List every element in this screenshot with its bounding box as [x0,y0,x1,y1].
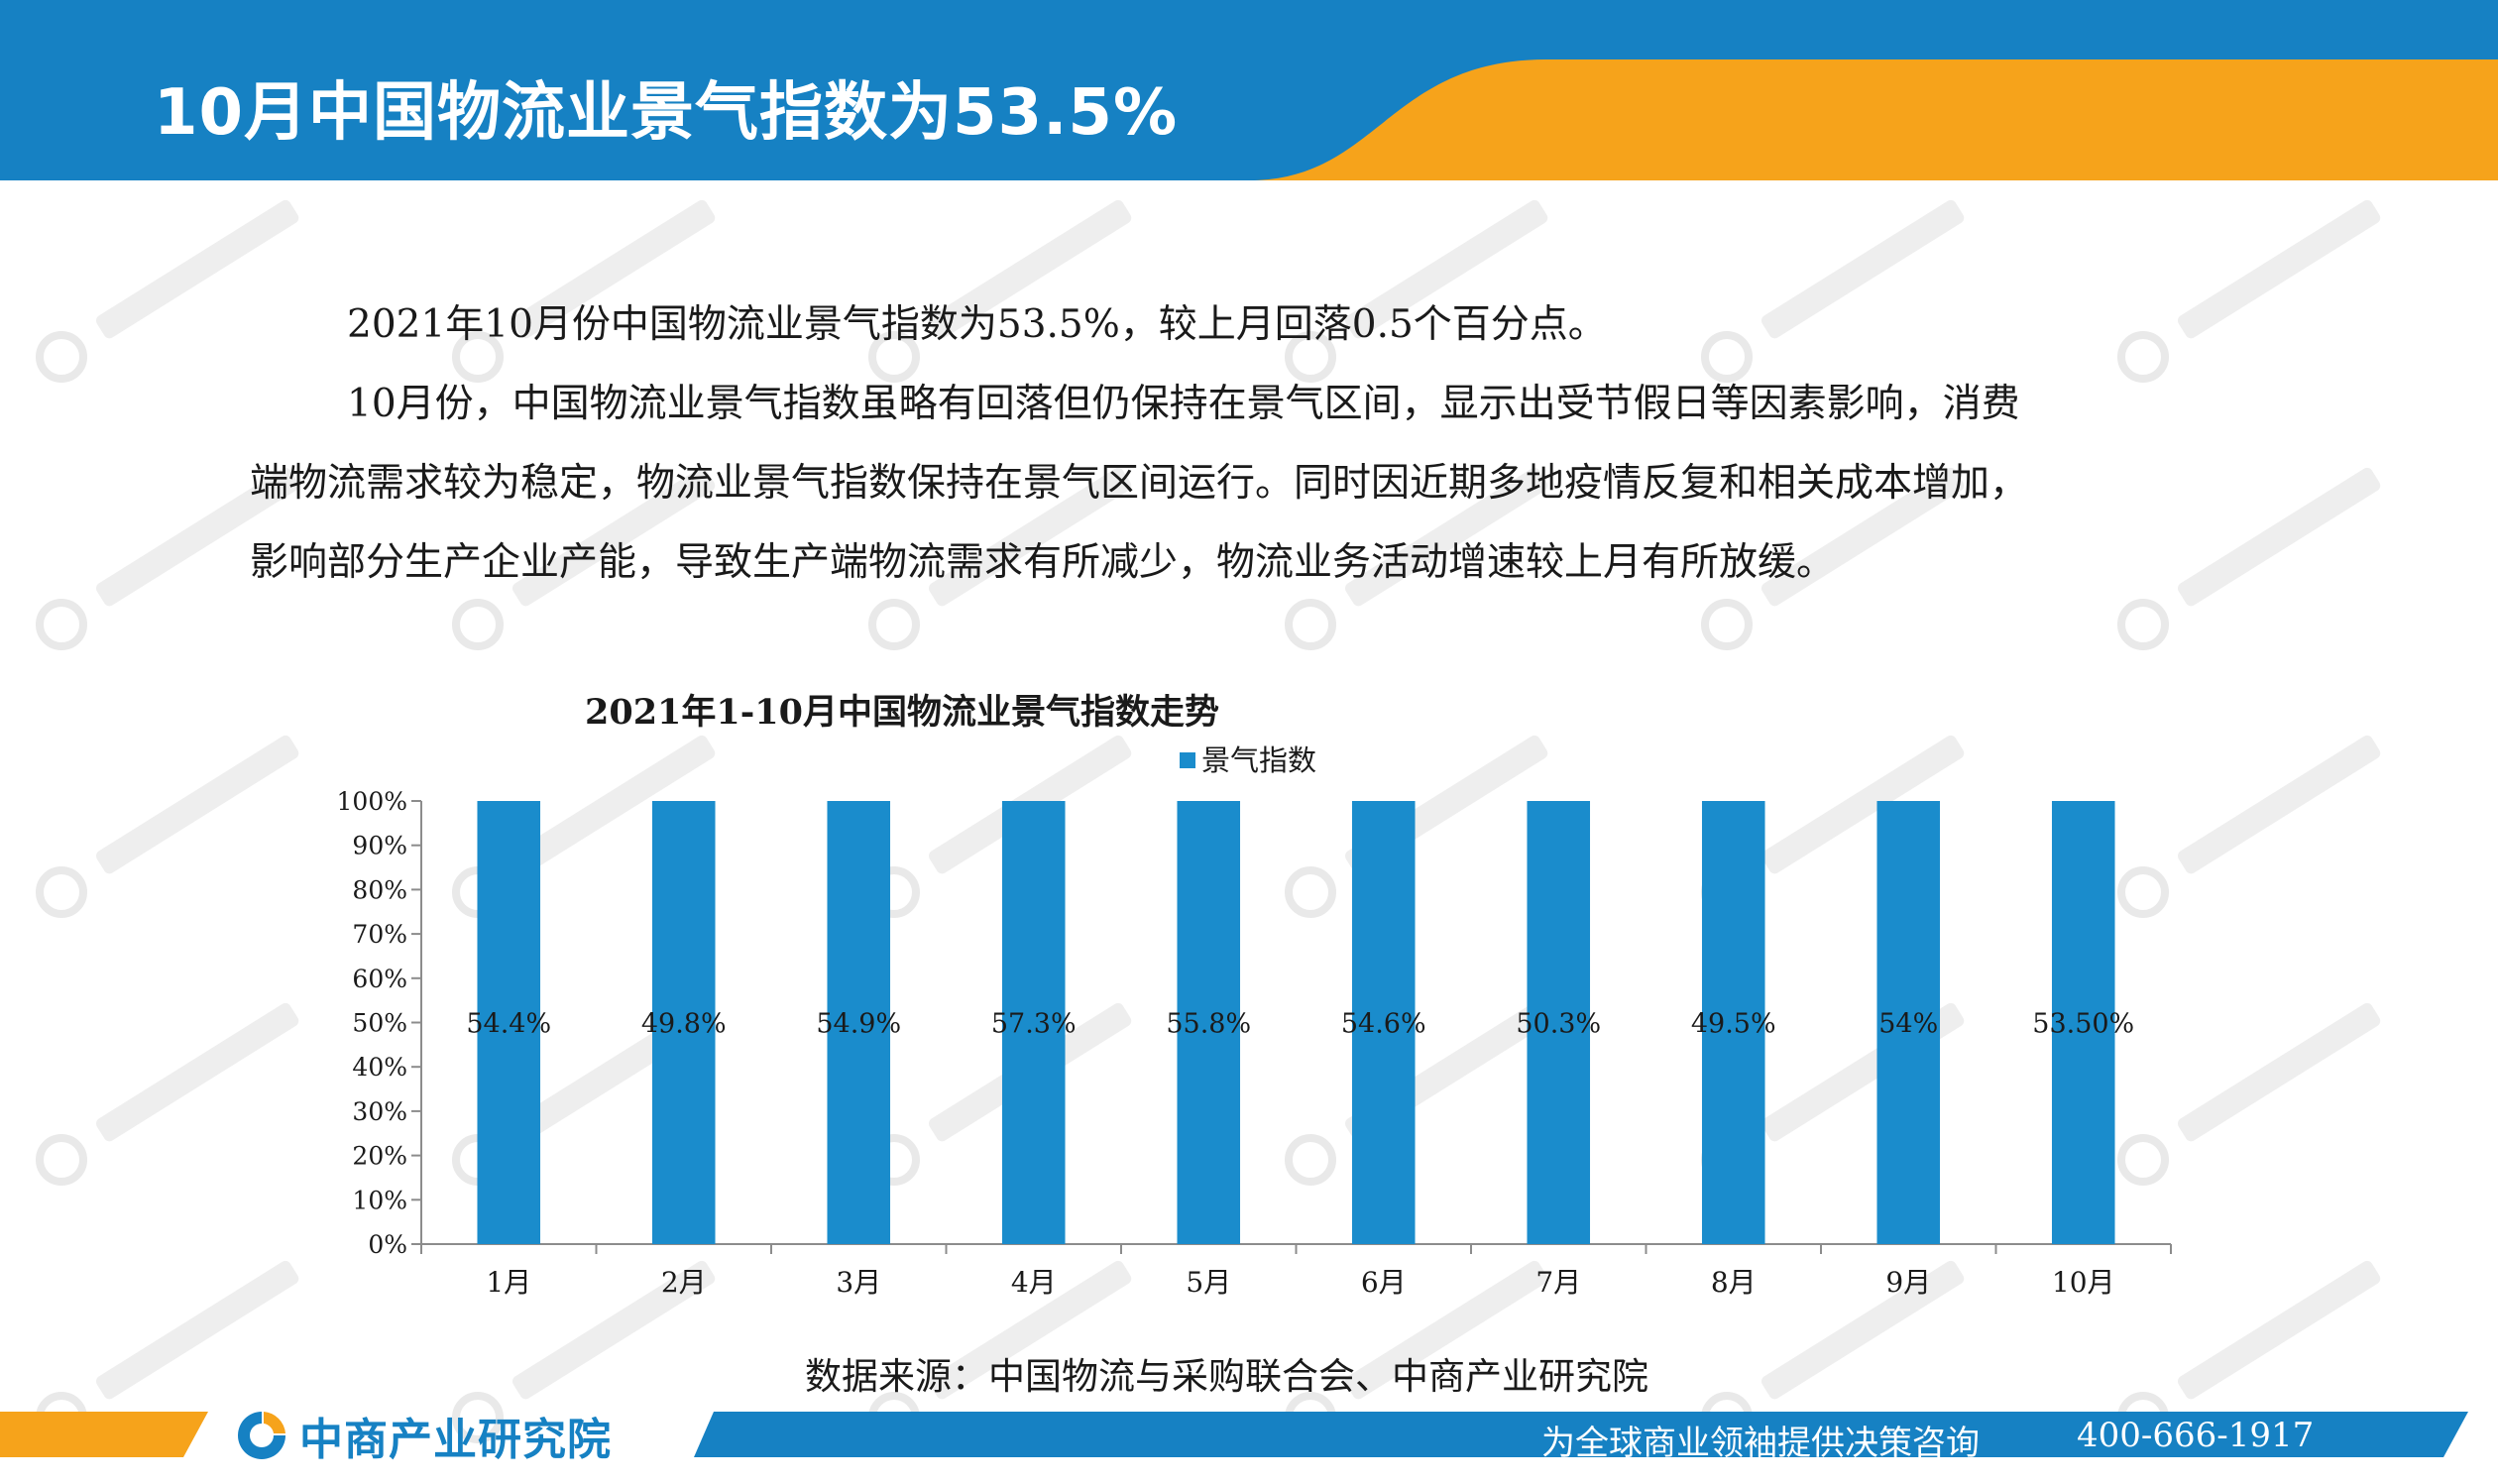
data-label: 49.5% [1691,1009,1776,1040]
watermark-mark [95,735,299,874]
bar [2051,801,2115,1244]
chart-legend: 景气指数 [1180,738,1316,779]
data-label: 54.4% [466,1009,551,1040]
data-label: 54.9% [816,1009,901,1040]
watermark-mark [36,1134,87,1186]
y-tick-label: 50% [352,1009,407,1038]
watermark-mark [1760,1002,1965,1142]
bar [477,801,541,1244]
data-label: 54% [1878,1009,1938,1040]
bar [1527,801,1591,1244]
x-tick-label: 2月 [661,1266,707,1299]
watermark-mark [2177,1002,2381,1142]
watermark-mark [95,1002,299,1142]
analysis-line-2: 端物流需求较为稳定，物流业景气指数保持在景气区间运行。同时因近期多地疫情反复和相… [250,461,2029,506]
x-tick-label: 7月 [1535,1266,1581,1299]
bar [1701,801,1765,1244]
watermark-mark [2177,735,2381,874]
data-label: 49.8% [641,1009,727,1040]
watermark-mark [36,866,87,918]
watermark-mark [1760,1260,1965,1400]
watermark-mark [2117,1134,2169,1186]
legend-label: 景气指数 [1201,743,1317,777]
bar [1351,801,1416,1244]
x-tick-label: 3月 [836,1266,881,1299]
footer-phone: 400-666-1917 [2077,1416,2315,1455]
x-tick-label: 6月 [1361,1266,1407,1299]
watermark-mark [36,331,87,383]
x-tick-label: 1月 [486,1266,531,1299]
data-label: 57.3% [991,1009,1077,1040]
company-logo: 中商产业研究院 [234,1410,612,1465]
x-tick-label: 4月 [1011,1266,1057,1299]
watermark-mark [1701,599,1753,650]
y-tick-label: 80% [352,875,407,904]
y-tick-label: 90% [352,832,407,860]
watermark-mark [868,1134,920,1186]
x-tick-label: 10月 [2052,1266,2115,1299]
watermark-mark [452,866,504,918]
data-label: 54.6% [1341,1009,1426,1040]
x-tick-label: 9月 [1885,1266,1931,1299]
watermark-mark [868,866,920,918]
watermark-mark [1701,1134,1753,1186]
x-tick-label: 8月 [1711,1266,1757,1299]
bar [827,801,891,1244]
watermark-mark [452,599,504,650]
footer-background [0,1412,2468,1457]
watermark-mark [1285,1134,1336,1186]
watermark-mark [928,1002,1132,1142]
watermark-mark [511,735,716,874]
data-source-note: 数据来源：中国物流与采购联合会、中商产业研究院 [805,1355,1648,1398]
y-tick-label: 20% [352,1142,407,1171]
header-band: 10月中国物流业景气指数为53.5% [0,0,2498,180]
watermark-mark [1701,866,1753,918]
analysis-line-1: 10月份，中国物流业景气指数虽略有回落但仍保持在景气区间，显示出受节假日等因素影… [347,382,2020,426]
watermark-mark [868,599,920,650]
watermark-mark [1285,599,1336,650]
watermark-mark [1760,735,1965,874]
watermark-mark [2117,599,2169,650]
y-tick-label: 60% [352,965,407,993]
chart-title: 2021年1-10月中国物流业景气指数走势 [585,692,1219,733]
bar [1177,801,1241,1244]
y-tick-label: 40% [352,1053,407,1082]
logo-text: 中商产业研究院 [299,1415,612,1465]
bar [651,801,716,1244]
header-background [0,0,2498,180]
legend-swatch [1180,752,1195,768]
watermark-mark [1285,866,1336,918]
y-tick-label: 70% [352,920,407,949]
bar [1001,801,1066,1244]
watermark-mark [1344,735,1548,874]
data-label: 55.8% [1166,1009,1251,1040]
logo-icon [238,1412,285,1459]
x-tick-label: 5月 [1186,1266,1231,1299]
watermark-mark [1344,1002,1548,1142]
y-tick-label: 100% [337,787,407,816]
watermark-mark [511,1002,716,1142]
analysis-line-3: 影响部分生产企业产能，导致生产端物流需求有所减少，物流业务活动增速较上月有所放缓… [250,540,1836,585]
bar [1876,801,1941,1244]
watermark-mark [511,1260,716,1400]
footer-band [0,1406,2498,1484]
watermark-mark [95,1260,299,1400]
watermark-mark [95,199,299,339]
y-tick-label: 30% [352,1097,407,1126]
y-tick-label: 0% [368,1230,407,1259]
y-tick-label: 10% [352,1186,407,1214]
footer-slogan: 为全球商业领袖提供决策咨询 [1541,1424,1980,1463]
watermark-mark [452,1134,504,1186]
watermark-mark [2177,1260,2381,1400]
page-title: 10月中国物流业景气指数为53.5% [154,76,1179,150]
data-label: 53.50% [2032,1009,2134,1040]
watermark-mark [2117,866,2169,918]
intro-paragraph: 2021年10月份中国物流业景气指数为53.5%，较上月回落0.5个百分点。 [347,302,1607,347]
data-label: 50.3% [1516,1009,1601,1040]
analysis-paragraph: 10月份，中国物流业景气指数虽略有回落但仍保持在景气区间，显示出受节假日等因素影… [250,365,2272,603]
watermark-mark [36,599,87,650]
watermark-mark [928,735,1132,874]
